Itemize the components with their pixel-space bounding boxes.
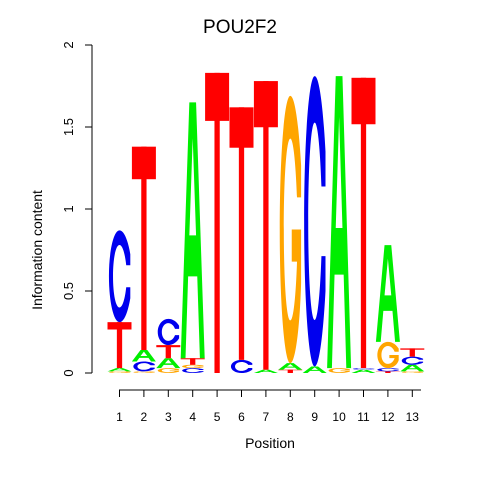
x-tick-label: 13 [406, 410, 420, 424]
logo-column-2 [131, 146, 156, 373]
x-tick-label: 6 [238, 410, 245, 424]
x-tick-label: 11 [357, 410, 370, 424]
x-tick-label: 8 [287, 410, 294, 424]
x-axis-ticks: 1 2 3 4 5 6 7 8 9 10 11 12 13 [116, 390, 419, 424]
logo-letter-g-pos4 [182, 364, 204, 369]
logo-letter-c-pos9 [304, 76, 326, 367]
logo-letter-g-pos13 [401, 371, 424, 373]
logo-letter-stacks [107, 72, 425, 373]
logo-letter-t-pos11 [351, 77, 376, 369]
logo-letter-c-pos6 [230, 359, 253, 373]
logo-column-8 [278, 95, 303, 373]
chart-title: POU2F2 [203, 17, 277, 38]
x-tick-label: 2 [141, 410, 148, 424]
x-tick-label: 3 [165, 410, 172, 424]
logo-letter-g-pos8 [279, 95, 302, 364]
logo-letter-g-pos2 [133, 371, 155, 373]
y-axis-ticks: 0 0.5 1 1.5 2 [61, 41, 92, 377]
logo-letter-a-pos3 [156, 358, 181, 369]
logo-column-7 [253, 81, 278, 373]
logo-letter-c-pos2 [133, 361, 155, 372]
logo-letter-t-pos4 [180, 358, 205, 365]
logo-letter-t-pos5 [205, 72, 230, 373]
logo-letter-t-pos6 [229, 107, 254, 360]
logo-letter-a-pos2 [131, 350, 156, 362]
x-tick-label: 1 [116, 410, 123, 424]
logo-letter-c-pos13 [401, 356, 424, 365]
logo-column-10 [327, 76, 352, 373]
logo-letter-c-pos4 [182, 368, 204, 373]
logo-letter-t-pos1 [107, 322, 132, 369]
logo-letter-t-pos3 [156, 345, 181, 359]
logo-letter-c-pos3 [157, 318, 180, 346]
y-axis-label: Information content [29, 190, 45, 310]
logo-letter-a-pos8 [278, 363, 303, 370]
logo-letter-t-pos7 [253, 81, 278, 370]
y-tick-label: 2 [61, 41, 76, 48]
y-tick-label: 1.5 [61, 118, 76, 136]
logo-letter-t-pos8 [278, 369, 303, 373]
logo-letter-g-pos10 [328, 368, 350, 373]
logo-letter-t-pos13 [400, 348, 425, 357]
logo-letter-t-pos12 [375, 371, 400, 373]
x-tick-label: 4 [189, 410, 196, 424]
y-tick-label: 0.5 [61, 282, 76, 300]
logo-letter-a-pos1 [107, 368, 132, 372]
logo-letter-a-pos12 [375, 245, 400, 342]
logo-letter-g-pos1 [108, 371, 131, 373]
logo-column-4 [180, 102, 205, 373]
x-tick-label: 5 [214, 410, 221, 424]
logo-letter-c-pos12 [377, 368, 399, 372]
logo-letter-a-pos11 [351, 369, 376, 373]
logo-column-11 [351, 77, 376, 373]
logo-column-12 [375, 245, 400, 373]
logo-column-5 [205, 72, 230, 373]
logo-letter-a-pos7 [253, 369, 278, 373]
y-tick-label: 1 [61, 205, 76, 212]
x-tick-label: 10 [332, 410, 346, 424]
logo-letter-c-pos11 [352, 368, 375, 370]
x-axis: 1 2 3 4 5 6 7 8 9 10 11 12 13 [116, 389, 421, 424]
logo-column-6 [229, 107, 254, 373]
y-tick-label: 0 [61, 369, 76, 376]
logo-column-9 [302, 76, 327, 373]
logo-letter-a-pos4 [180, 102, 205, 359]
logo-letter-g-pos12 [377, 341, 399, 369]
x-tick-label: 7 [263, 410, 270, 424]
logo-column-3 [156, 318, 181, 373]
logo-letter-a-pos9 [302, 366, 327, 373]
logo-letter-a-pos13 [400, 364, 425, 372]
logo-letter-t-pos2 [131, 146, 156, 351]
logo-column-13 [400, 348, 425, 373]
x-axis-label: Position [245, 435, 295, 451]
x-tick-label: 12 [381, 410, 395, 424]
x-tick-label: 9 [311, 410, 318, 424]
y-axis: 0 0.5 1 1.5 2 [61, 41, 93, 377]
logo-letter-g-pos3 [157, 368, 180, 373]
logo-letter-a-pos10 [327, 76, 352, 369]
logo-column-1 [107, 230, 132, 373]
logo-letter-c-pos1 [108, 230, 131, 323]
